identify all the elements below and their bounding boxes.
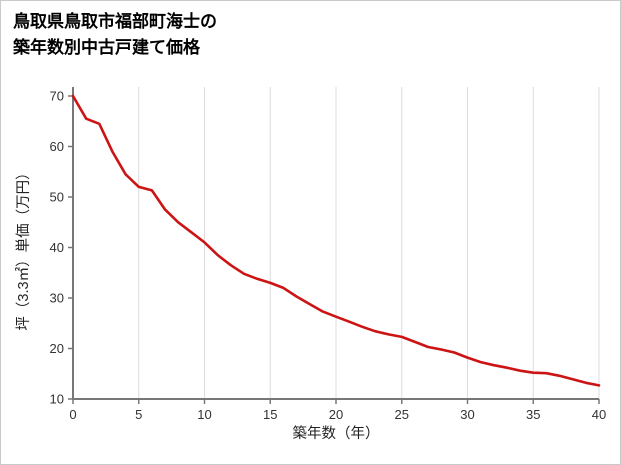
y-tick-label: 10	[50, 392, 64, 407]
x-tick-label: 40	[592, 407, 606, 422]
x-tick-label: 35	[526, 407, 540, 422]
chart-title-line1: 鳥取県鳥取市福部町海士の	[13, 12, 217, 31]
x-tick-label: 15	[263, 407, 277, 422]
price-line	[71, 94, 601, 387]
x-tick-label: 25	[395, 407, 409, 422]
y-tick-label: 40	[50, 240, 64, 255]
x-tick-label: 0	[69, 407, 76, 422]
y-axis-label: 坪（3.3㎡）単価（万円）	[16, 165, 32, 331]
y-tick-label: 70	[50, 89, 64, 104]
y-tick-label: 50	[50, 190, 64, 205]
chart-title-line2: 築年数別中古戸建て価格	[13, 37, 200, 57]
y-tick-label: 30	[50, 291, 64, 306]
x-tick-label: 20	[329, 407, 343, 422]
y-tick-label: 60	[50, 139, 64, 154]
y-tick-label: 20	[50, 341, 64, 356]
chart-title: 鳥取県鳥取市福部町海士の 築年数別中古戸建て価格	[13, 9, 217, 60]
x-tick-label: 10	[197, 407, 211, 422]
x-axis-label: 築年数（年）	[292, 426, 380, 442]
x-tick-label: 5	[135, 407, 142, 422]
x-tick-label: 30	[460, 407, 474, 422]
